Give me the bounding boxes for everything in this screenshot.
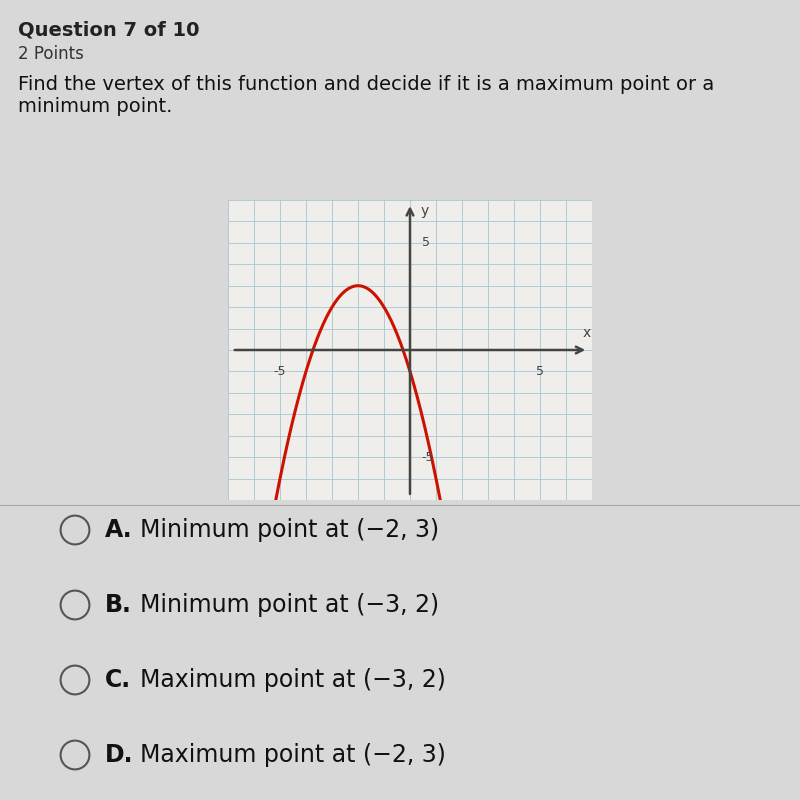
Text: x: x [582, 326, 591, 340]
Text: Maximum point at (−2, 3): Maximum point at (−2, 3) [140, 743, 446, 767]
Text: y: y [421, 204, 429, 218]
Text: -5: -5 [422, 450, 434, 464]
Text: 5: 5 [422, 236, 430, 250]
Text: B.: B. [105, 593, 132, 617]
Text: C.: C. [105, 668, 131, 692]
Text: Question 7 of 10: Question 7 of 10 [18, 20, 199, 39]
Text: Maximum point at (−3, 2): Maximum point at (−3, 2) [140, 668, 446, 692]
Text: 2 Points: 2 Points [18, 45, 84, 63]
Text: 5: 5 [536, 365, 544, 378]
Text: Minimum point at (−3, 2): Minimum point at (−3, 2) [140, 593, 439, 617]
Text: Minimum point at (−2, 3): Minimum point at (−2, 3) [140, 518, 439, 542]
Text: A.: A. [105, 518, 133, 542]
Text: D.: D. [105, 743, 134, 767]
Text: Find the vertex of this function and decide if it is a maximum point or a
minimu: Find the vertex of this function and dec… [18, 75, 714, 116]
Text: -5: -5 [274, 365, 286, 378]
